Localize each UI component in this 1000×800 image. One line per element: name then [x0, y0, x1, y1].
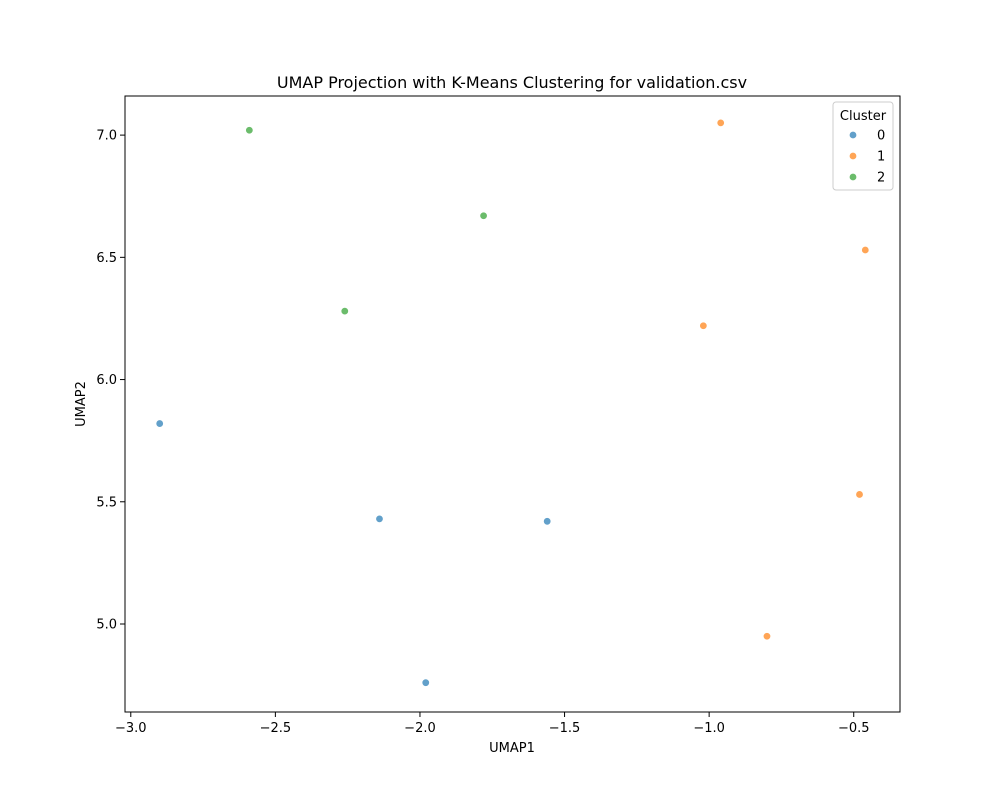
y-tick-label: 5.5: [96, 495, 117, 510]
data-point-cluster-2: [340, 306, 349, 316]
legend-title: Cluster: [840, 109, 887, 124]
legend-marker-cluster-1: [848, 151, 858, 161]
data-point-cluster-0: [421, 678, 430, 687]
legend-box: [832, 101, 894, 191]
legend-label-cluster-1: 1: [877, 150, 885, 165]
data-points: [155, 118, 870, 687]
legend: Cluster 0 1 2: [832, 101, 894, 191]
legend-marker-cluster-0: [848, 130, 858, 140]
x-tick-label: −0.5: [838, 721, 870, 736]
data-point-cluster-1: [716, 118, 725, 128]
legend-marker-cluster-2: [848, 172, 858, 182]
y-axis-ticks: 5.0 5.5 6.0 6.5 7.0: [96, 129, 125, 633]
y-tick-label: 7.0: [96, 129, 117, 144]
x-tick-label: −2.5: [260, 721, 292, 736]
x-axis-label: UMAP1: [489, 741, 535, 756]
x-tick-label: −3.0: [115, 721, 147, 736]
y-tick-label: 6.0: [96, 373, 117, 388]
data-point-cluster-1: [861, 245, 870, 255]
data-point-cluster-1: [699, 321, 708, 330]
y-tick-label: 6.5: [96, 251, 117, 266]
plot-area: −3.0 −2.5 −2.0 −1.5 −1.0 −0.5 5.0 5.5 6.0 6.5 7.0: [96, 95, 901, 736]
x-axis-ticks: −3.0 −2.5 −2.0 −1.5 −1.0 −0.5: [115, 712, 870, 736]
data-point-cluster-2: [479, 211, 488, 220]
y-tick-label: 5.0: [96, 618, 117, 633]
legend-label-cluster-0: 0: [877, 129, 885, 144]
x-tick-label: −1.5: [549, 721, 581, 736]
data-point-cluster-0: [543, 517, 552, 526]
data-point-cluster-0: [375, 514, 384, 524]
legend-label-cluster-2: 2: [877, 171, 885, 186]
data-point-cluster-2: [245, 126, 254, 135]
legend-items: 0 1 2: [848, 129, 885, 186]
data-point-cluster-1: [762, 632, 772, 641]
data-point-cluster-1: [855, 490, 864, 499]
x-tick-label: −1.0: [693, 721, 725, 736]
data-point-cluster-0: [155, 419, 164, 428]
y-axis-label: UMAP2: [74, 381, 89, 427]
plot-frame: [124, 95, 901, 713]
x-tick-label: −2.0: [404, 721, 436, 736]
chart-title: UMAP Projection with K-Means Clustering …: [277, 73, 747, 92]
